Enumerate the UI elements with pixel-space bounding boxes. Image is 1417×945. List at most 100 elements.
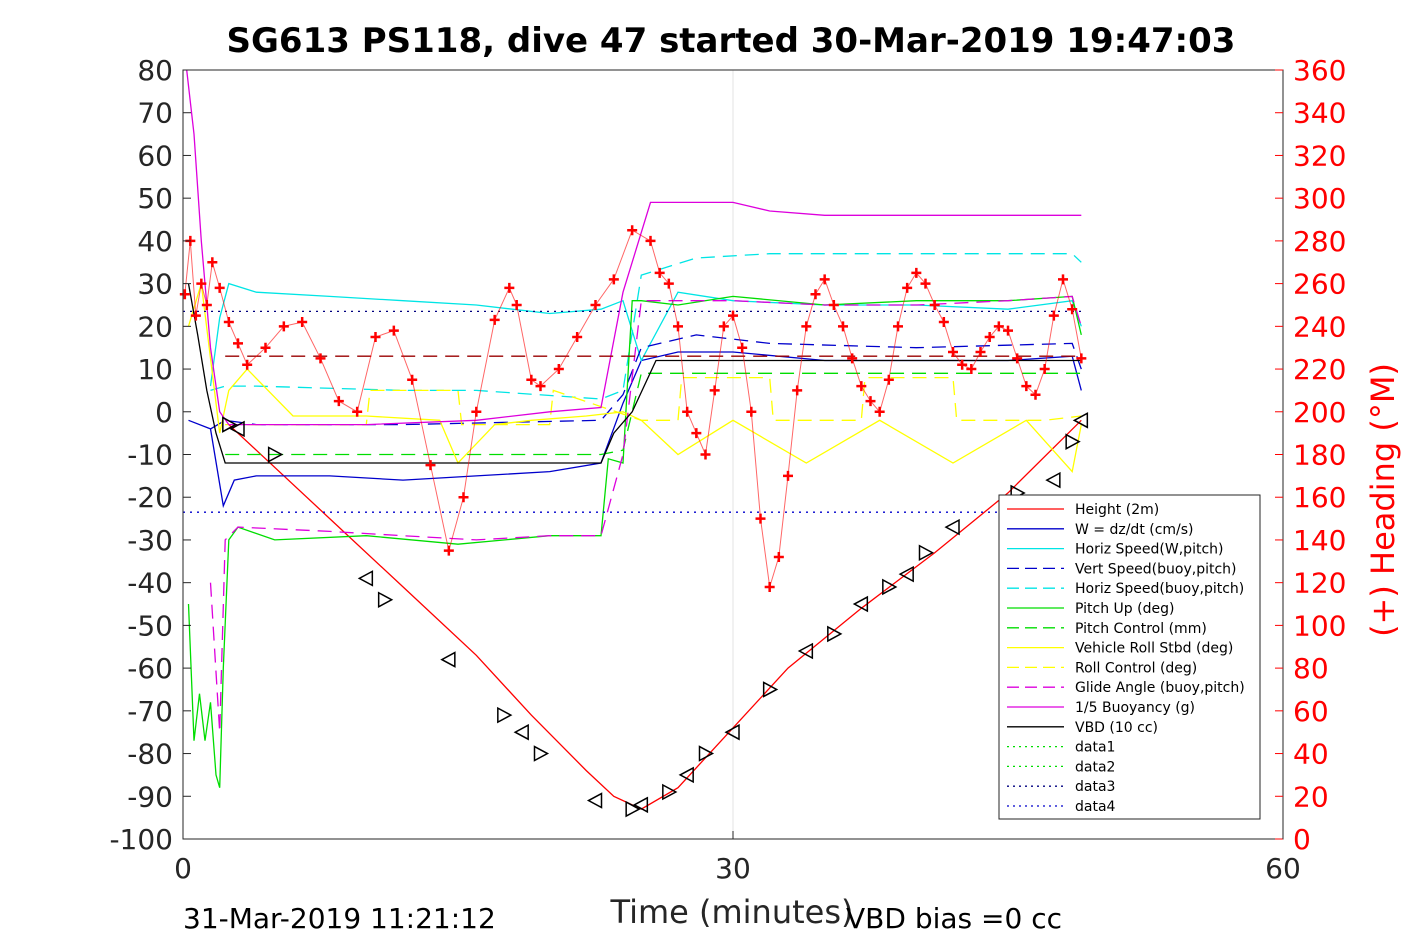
heading-point <box>572 332 583 343</box>
series-line <box>210 253 1082 400</box>
heading-point <box>728 310 738 321</box>
x-tick-label: 0 <box>174 852 192 885</box>
footer-timestamp: 31-Mar-2019 11:21:12 <box>183 902 496 935</box>
legend-label: Height (2m) <box>1075 502 1159 518</box>
heading-point <box>920 278 931 289</box>
heading-point <box>260 342 271 353</box>
footer-vbd-bias: VBD bias =0 cc <box>846 902 1062 935</box>
series-line <box>186 69 1082 426</box>
heading-point <box>792 385 803 396</box>
series-vert-speed-buoy-pitch <box>210 334 1082 430</box>
heading-point <box>535 381 546 392</box>
heading-point <box>838 321 848 332</box>
heading-point <box>737 342 748 353</box>
heading-point <box>663 278 674 289</box>
heading-point <box>993 321 1004 332</box>
x-axis-label: Time (minutes) <box>610 893 854 931</box>
left-tick-label: 80 <box>137 54 173 87</box>
legend-entry-horiz-speed-buoy-pitch: Horiz Speed(buoy,pitch) <box>1007 581 1244 597</box>
legend-entry-data4: data4 <box>1007 799 1116 815</box>
legend-label: Glide Angle (buoy,pitch) <box>1075 680 1245 696</box>
heading-point <box>929 299 940 310</box>
heading-point <box>1012 353 1023 364</box>
heading-point <box>911 267 922 278</box>
heading-point <box>755 513 766 524</box>
legend-entry-glide-angle-buoy-pitch: Glide Angle (buoy,pitch) <box>1007 680 1245 696</box>
right-tick-label: 120 <box>1293 567 1346 600</box>
depth-marker <box>533 745 550 762</box>
series-line <box>210 334 1082 430</box>
right-tick-label: 20 <box>1293 780 1329 813</box>
depth-marker <box>377 591 394 609</box>
legend-entry-data2: data2 <box>1007 759 1115 775</box>
heading-point <box>700 449 711 460</box>
heading-point <box>984 332 995 343</box>
left-tick-label: 0 <box>155 396 173 429</box>
heading-point <box>938 317 949 328</box>
heading-point <box>315 353 326 364</box>
series-horiz-speed-buoy-pitch <box>210 253 1082 400</box>
right-tick-label: 60 <box>1293 695 1329 728</box>
depth-marker <box>882 578 898 596</box>
heading-point <box>370 332 381 343</box>
legend-label: Horiz Speed(buoy,pitch) <box>1075 581 1244 597</box>
legend-label: Horiz Speed(W,pitch) <box>1075 542 1223 558</box>
heading-point <box>691 428 702 439</box>
heading-point <box>893 321 903 332</box>
depth-marker <box>797 642 814 660</box>
depth-marker <box>497 706 513 724</box>
legend-label: W = dz/dt (cm/s) <box>1075 522 1194 538</box>
heading-point <box>458 492 469 503</box>
heading-point <box>511 299 522 310</box>
legend-label: 1/5 Buoyancy (g) <box>1075 700 1195 716</box>
legend-label: Roll Control (deg) <box>1075 660 1197 676</box>
left-tick-label: -20 <box>127 481 173 514</box>
legend: Height (2m) W = dz/dt (cm/s) Horiz Speed(W… <box>998 494 1261 820</box>
left-tick-label: -40 <box>127 567 173 600</box>
heading-point <box>333 396 344 407</box>
series-1-5-buoyancy-g <box>186 69 1082 426</box>
legend-entry-1-5-buoyancy-g: 1/5 Buoyancy (g) <box>1007 700 1195 716</box>
legend-entry-w-dz-dt-cm-s: W = dz/dt (cm/s) <box>1007 522 1194 538</box>
right-axis-label: (+) Heading (°M) <box>1364 363 1402 637</box>
heading-point <box>443 545 454 556</box>
right-tick-label: 180 <box>1293 439 1346 472</box>
legend-label: Pitch Control (mm) <box>1075 621 1207 637</box>
left-tick-label: -50 <box>127 609 173 642</box>
heading-point <box>1048 310 1059 321</box>
heading-point <box>297 317 308 328</box>
heading-point <box>773 552 784 563</box>
x-tick-label: 30 <box>715 852 751 885</box>
left-tick-label: -60 <box>127 652 173 685</box>
series-vehicle-roll-stbd-deg <box>187 283 1082 474</box>
heading-point <box>504 282 515 293</box>
depth-marker <box>827 625 843 643</box>
heading-point <box>471 406 482 417</box>
heading-point <box>682 406 693 417</box>
legend-label: data3 <box>1075 779 1115 795</box>
left-tick-label: -10 <box>127 439 173 472</box>
heading-point <box>957 359 968 370</box>
heading-point <box>764 581 775 592</box>
heading-point <box>233 338 243 349</box>
heading-point <box>223 317 234 328</box>
depth-marker <box>944 518 960 536</box>
left-tick-label: -100 <box>109 823 173 856</box>
heading-point <box>673 321 683 332</box>
depth-marker <box>852 595 869 613</box>
series-layer <box>179 69 1089 818</box>
series-line <box>187 283 1082 474</box>
depth-marker <box>724 723 740 741</box>
legend-entry-vbd-10-cc: VBD (10 cc) <box>1007 720 1158 736</box>
heading-point <box>1021 381 1032 392</box>
legend-entry-data3: data3 <box>1007 779 1115 795</box>
left-tick-label: 20 <box>137 310 173 343</box>
heading-point <box>819 274 830 285</box>
left-tick-label: 60 <box>137 139 173 172</box>
legend-label: VBD (10 cc) <box>1075 720 1158 736</box>
heading-point <box>1076 353 1087 364</box>
right-tick-label: 240 <box>1293 310 1346 343</box>
depth-marker <box>229 420 245 438</box>
heading-point <box>1039 364 1050 375</box>
heading-point <box>278 321 289 332</box>
